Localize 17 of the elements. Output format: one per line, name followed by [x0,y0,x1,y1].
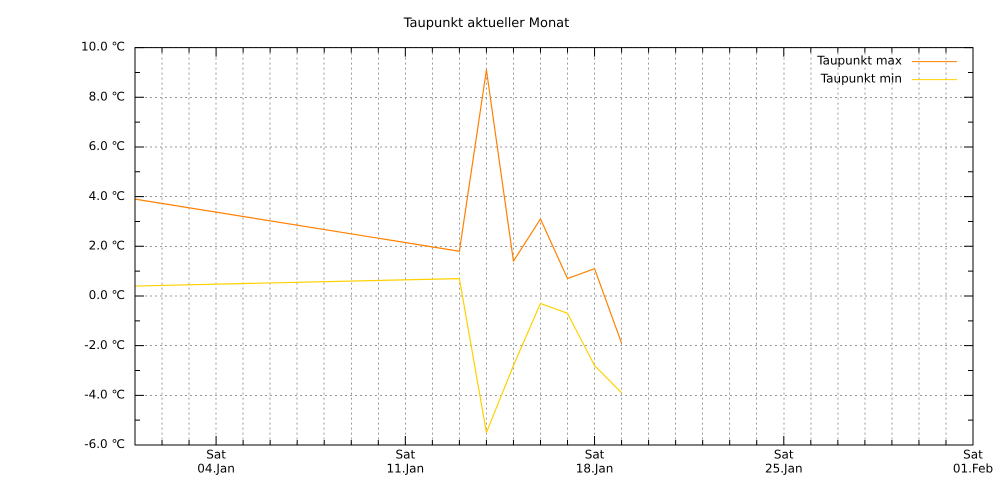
x-tick-label: Sat 18.Jan [576,447,614,476]
legend-label: Taupunkt max [816,54,902,68]
y-tick-label: -4.0 ℃ [84,387,125,402]
y-tick-label: 10.0 ℃ [80,40,125,54]
y-tick-label: 4.0 ℃ [88,188,125,203]
y-tick-label: 8.0 ℃ [88,89,125,104]
y-tick-label: 2.0 ℃ [88,238,125,252]
y-tick-label: 6.0 ℃ [88,139,125,154]
x-tick-label: Sat 11.Jan [386,447,424,476]
x-tick-label: Sat 01.Feb [952,447,994,476]
chart-title: Taupunkt aktueller Monat [402,16,570,32]
x-tick-label: Sat 04.Jan [197,447,235,476]
legend-label: Taupunkt min [820,72,902,86]
y-tick-label: -2.0 ℃ [84,338,125,352]
y-tick-label: -6.0 ℃ [84,437,125,452]
y-tick-label: 0.0 ℃ [88,288,125,302]
x-tick-label: Sat 25.Jan [764,447,803,476]
